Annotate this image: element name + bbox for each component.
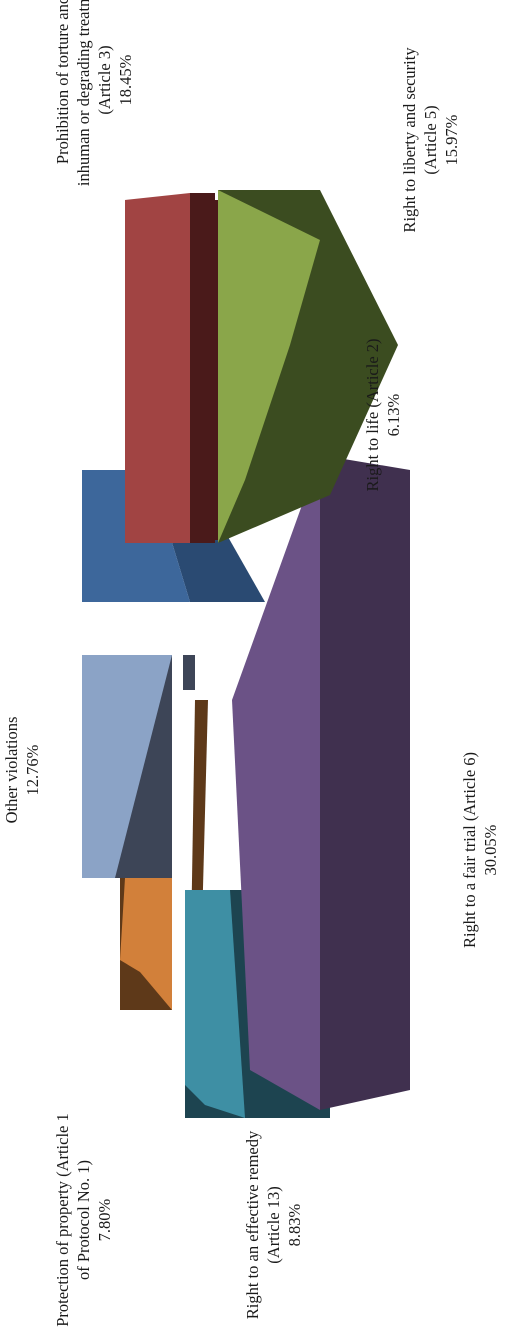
slice-label-line: (Article 3) [95, 45, 114, 114]
slice-label-torture: Prohibition of torture and inhuman or deg… [53, 0, 135, 186]
slice-label-line: Other violations [2, 717, 21, 824]
slice-top-fair-trial [232, 455, 320, 1110]
slice-label-other: Other violations 12.76% [2, 717, 42, 824]
pie-slice-torture [125, 193, 218, 543]
slice-edge-torture [205, 200, 218, 540]
slice-top-remedy [185, 890, 245, 1118]
slice-label-line: Right to life (Article 2) [363, 338, 382, 491]
slice-label-line: 6.13% [384, 393, 403, 436]
slice-label-remedy: Right to an effective remedy (Article 13)… [243, 1130, 304, 1319]
slice-label-line: (Article 13) [264, 1186, 283, 1263]
slice-edge-other [183, 655, 195, 690]
slice-label-line: Protection of property (Article 1 [53, 1113, 72, 1327]
slice-label-line: 7.80% [95, 1198, 114, 1241]
slice-label-property: Protection of property (Article 1 of Prot… [53, 1113, 114, 1327]
slice-top-liberty [218, 190, 320, 543]
slice-label-line: 30.05% [481, 824, 500, 875]
slice-label-line: 18.45% [116, 54, 135, 105]
pie-slice-liberty [218, 190, 398, 543]
slice-label-liberty: Right to liberty and security (Article 5)… [400, 47, 461, 233]
slice-label-line: 12.76% [23, 744, 42, 795]
slice-label-line: Prohibition of torture and [53, 0, 72, 164]
slice-label-line: 15.97% [442, 114, 461, 165]
slice-top-other [82, 655, 172, 878]
pie-slice-property [120, 700, 208, 1010]
slice-label-fair-trial: Right to a fair trial (Article 6) 30.05% [460, 752, 500, 948]
pie-slices [82, 190, 410, 1118]
slice-label-life: Right to life (Article 2) 6.13% [363, 338, 403, 491]
slice-label-line: of Protocol No. 1) [74, 1160, 93, 1280]
slice-label-line: inhuman or degrading treatment [74, 0, 93, 186]
slice-label-line: Right to liberty and security [400, 47, 419, 233]
pie-slice-other [82, 655, 195, 878]
slice-label-line: (Article 5) [421, 105, 440, 174]
slice-label-line: Right to an effective remedy [243, 1130, 262, 1319]
slice-label-line: 8.83% [285, 1203, 304, 1246]
slice-top-torture [125, 193, 190, 543]
pie-slice-fair-trial [232, 455, 410, 1110]
slice-label-line: Right to a fair trial (Article 6) [460, 752, 479, 948]
slice-side-fair-trial [320, 455, 410, 1110]
slice-top-property [120, 878, 172, 1010]
